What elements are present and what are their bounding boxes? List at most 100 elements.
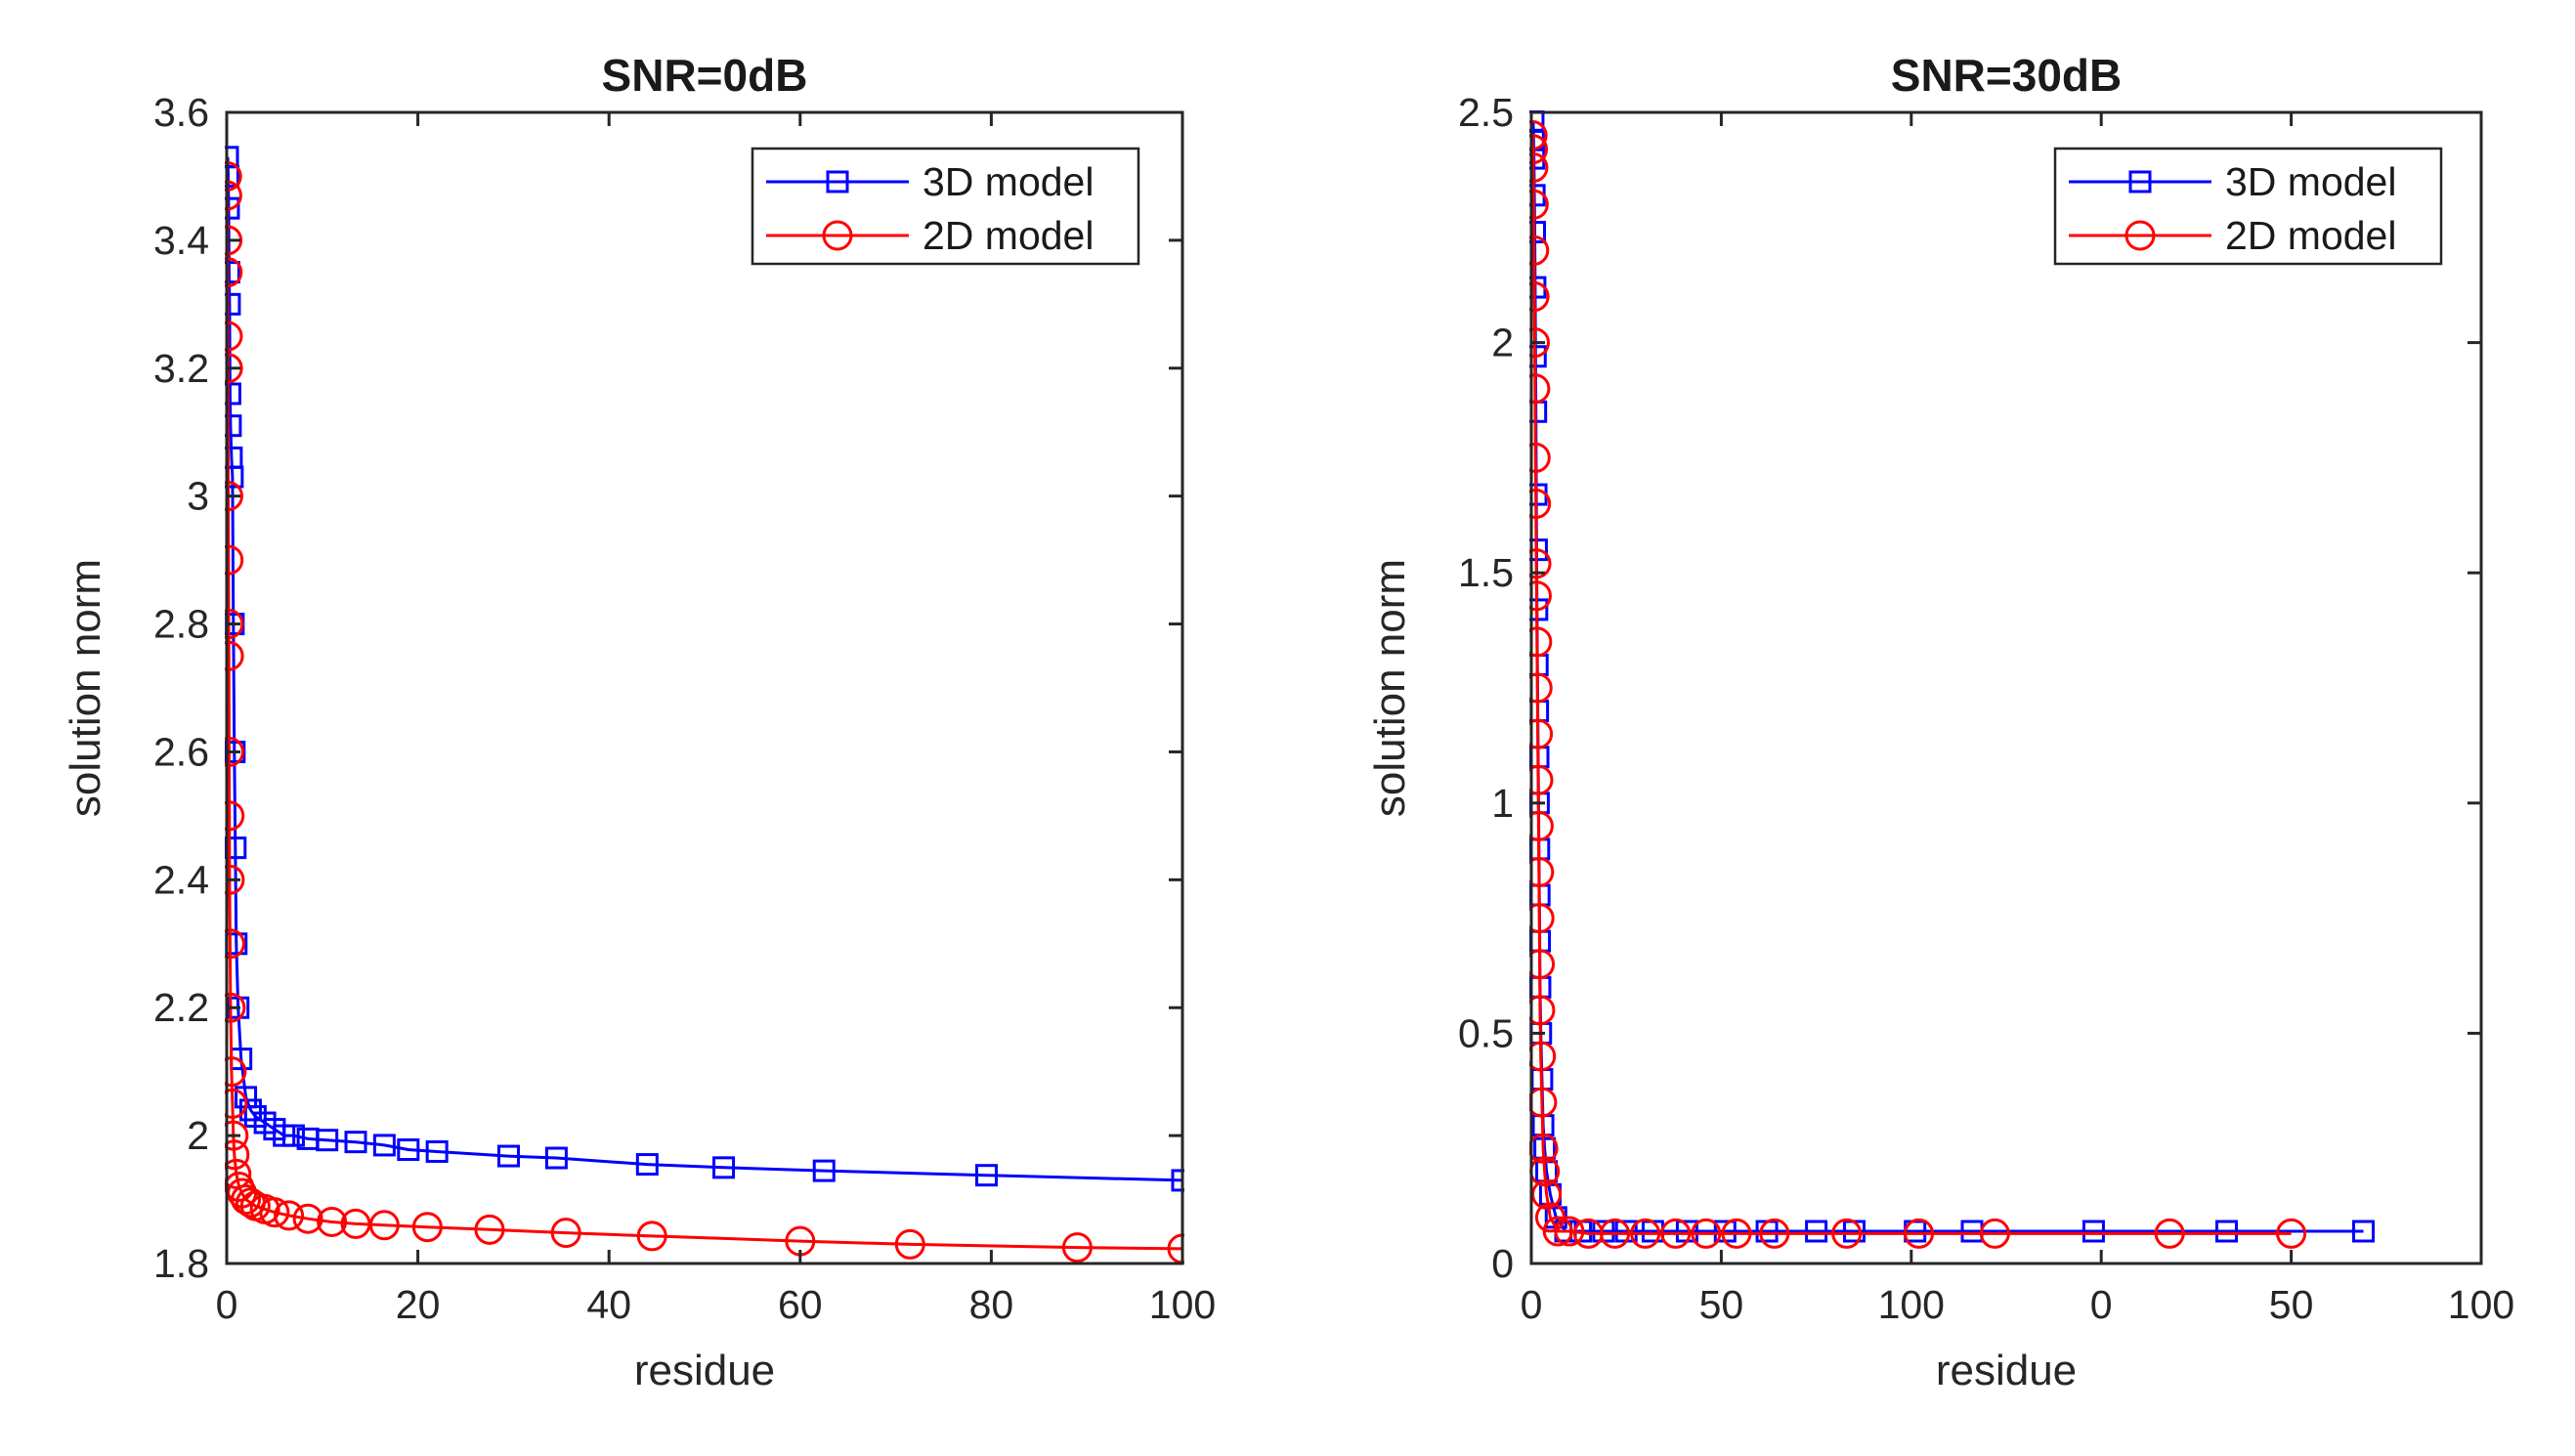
y-tick-label: 2.8 xyxy=(153,602,209,647)
axes-box xyxy=(1529,110,2483,1265)
data-point-square xyxy=(635,1153,659,1177)
data-point-square xyxy=(372,1134,396,1157)
data-point-circle xyxy=(1904,1218,1935,1249)
data-point-circle xyxy=(1531,1178,1563,1210)
legend-box xyxy=(751,147,1140,266)
y-axis-label: solution norm xyxy=(62,559,109,817)
x-tick-label: 100 xyxy=(1878,1282,1945,1327)
y-tick-label: 3.6 xyxy=(153,90,209,135)
data-point-square xyxy=(2081,1220,2105,1243)
data-point-square xyxy=(397,1138,420,1162)
data-point-square xyxy=(812,1159,836,1182)
data-point-circle xyxy=(1529,995,1556,1026)
chart-title: SNR=0dB xyxy=(602,50,808,101)
data-point-circle xyxy=(550,1218,581,1249)
x-tick-label: 60 xyxy=(778,1282,823,1327)
data-point-circle xyxy=(1529,280,1550,312)
data-point-square xyxy=(225,382,241,406)
data-point-circle xyxy=(2154,1218,2185,1249)
x-tick-label: 80 xyxy=(969,1282,1014,1327)
data-point-square xyxy=(544,1146,568,1170)
data-point-circle xyxy=(231,1184,262,1216)
data-point-circle xyxy=(1529,810,1554,841)
data-point-circle xyxy=(317,1206,348,1237)
data-point-circle xyxy=(259,1197,290,1228)
data-point-circle xyxy=(1529,152,1549,184)
chart-snr-0db: 1.8 2 2.2 2.4 2.6 2.8 3 3.2 3.4 3.6 0 20 40 60 80 100 SN… xyxy=(62,50,1216,1394)
data-point-circle xyxy=(225,864,245,895)
data-point-circle xyxy=(1529,1133,1559,1164)
data-point-circle xyxy=(1979,1218,2010,1249)
data-point-square xyxy=(2351,1220,2375,1243)
legend-box xyxy=(2053,147,2443,266)
data-point-circle xyxy=(1529,718,1554,749)
y-tick-label: 2 xyxy=(1491,321,1514,365)
x-axis-label: residue xyxy=(634,1347,775,1394)
data-point-circle xyxy=(225,1120,249,1151)
data-point-circle xyxy=(1529,1087,1558,1118)
data-point-circle xyxy=(1529,548,1552,579)
data-point-circle xyxy=(225,1158,252,1189)
legend-entry-label: 2D model xyxy=(2225,213,2396,258)
data-point-circle xyxy=(1554,1216,1585,1247)
y-axis-label: solution norm xyxy=(1366,559,1414,817)
y-tick-label: 0 xyxy=(1491,1241,1514,1286)
data-point-circle xyxy=(1529,903,1555,934)
data-point-circle xyxy=(1529,189,1549,220)
data-point-circle xyxy=(1529,764,1554,795)
data-point-square xyxy=(2215,1220,2239,1243)
x-tick-label: 0 xyxy=(1521,1282,1543,1327)
data-point-circle xyxy=(1529,672,1553,704)
data-point-circle xyxy=(1831,1218,1863,1249)
data-point-circle xyxy=(1600,1218,1631,1249)
legend: 3D model 2D model xyxy=(751,147,1140,266)
legend-entry-label: 3D model xyxy=(2225,159,2396,204)
plot-data xyxy=(225,146,1184,1264)
x-tick-label: 40 xyxy=(586,1282,631,1327)
plot-area xyxy=(227,112,1182,1263)
data-point-circle xyxy=(1721,1218,1752,1249)
data-point-circle xyxy=(1529,856,1555,887)
y-tick-label: 0.5 xyxy=(1458,1010,1514,1055)
y-tick-label: 2.4 xyxy=(153,857,209,902)
x-tick-label: 100 xyxy=(1149,1282,1216,1327)
data-point-square xyxy=(497,1144,521,1168)
y-tick-label: 3.2 xyxy=(153,346,209,391)
y-tick-label: 3 xyxy=(187,474,209,519)
data-point-circle xyxy=(1529,327,1550,359)
x-axis-label: residue xyxy=(1936,1347,2077,1394)
legend: 3D model 2D model xyxy=(2053,147,2443,266)
data-point-circle xyxy=(894,1228,925,1260)
data-point-circle xyxy=(1529,489,1552,520)
y-tick-label: 3.4 xyxy=(153,218,209,263)
data-point-circle xyxy=(225,928,245,960)
data-point-circle xyxy=(1529,373,1551,405)
y-tick-label: 2 xyxy=(187,1113,209,1158)
x-tick-label: 50 xyxy=(1699,1282,1744,1327)
data-point-circle xyxy=(1542,1216,1573,1247)
data-point-circle xyxy=(1529,949,1556,980)
y-tick-label: 2.5 xyxy=(1458,90,1514,135)
x-tick-label: 20 xyxy=(396,1282,441,1327)
x-tick-label: 0 xyxy=(216,1282,238,1327)
legend-marker-circle xyxy=(822,220,853,251)
data-point-square xyxy=(975,1164,999,1187)
data-point-circle xyxy=(1630,1218,1661,1249)
data-point-circle xyxy=(225,609,244,640)
legend-marker-square xyxy=(2128,170,2152,193)
data-point-circle xyxy=(2276,1218,2307,1249)
axes-box xyxy=(225,110,1184,1265)
data-point-square xyxy=(1805,1220,1828,1243)
data-point-circle xyxy=(1061,1232,1093,1263)
chart-snr-30db: 0 0.5 1 1.5 2 2.5 0 50 100 0 50 100 SNR=30dB residue s… xyxy=(1366,50,2514,1394)
x-tick-label: 100 xyxy=(2448,1282,2514,1327)
data-point-circle xyxy=(474,1214,505,1245)
data-point-circle xyxy=(411,1212,443,1243)
data-point-circle xyxy=(225,1088,248,1119)
data-point-circle xyxy=(1529,580,1552,612)
data-point-circle xyxy=(1691,1218,1722,1249)
plot-area xyxy=(1531,112,2481,1263)
data-point-circle xyxy=(274,1200,305,1231)
chart-title: SNR=30dB xyxy=(1891,50,2122,101)
